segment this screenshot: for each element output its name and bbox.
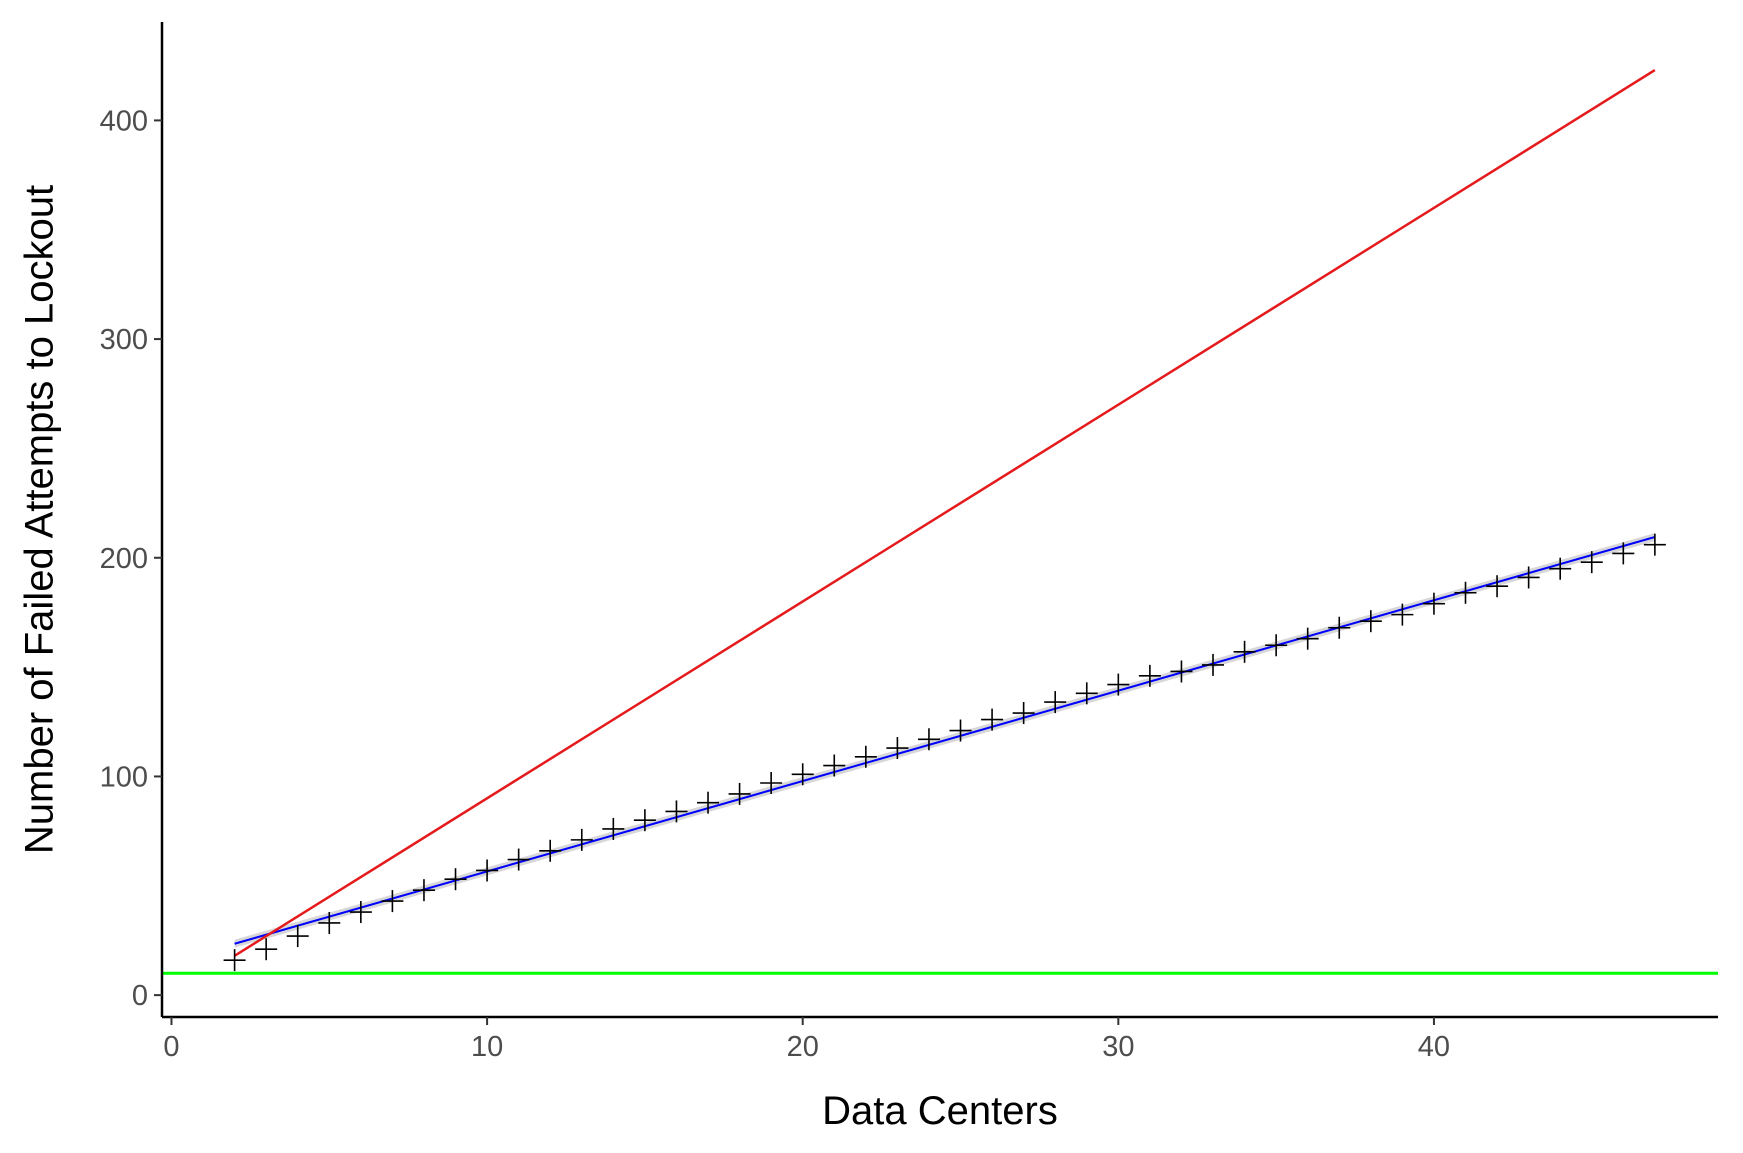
data-point: [223, 949, 246, 972]
x-tick-label: 10: [471, 1031, 503, 1063]
data-point: [665, 800, 688, 823]
data-points: [223, 533, 1666, 972]
data-point: [633, 809, 656, 832]
data-point: [1107, 673, 1130, 696]
data-point: [1202, 653, 1225, 676]
series-lines: [162, 69, 1718, 975]
data-point: [1359, 610, 1382, 633]
data-point: [1044, 691, 1067, 714]
data-point: [1422, 592, 1445, 615]
data-point: [1580, 551, 1603, 574]
x-tick-label: 40: [1418, 1031, 1450, 1063]
data-point: [949, 719, 972, 742]
x-tick-label: 20: [787, 1031, 819, 1063]
data-point: [255, 938, 278, 961]
x-tick-label: 0: [163, 1031, 179, 1063]
data-point: [539, 839, 562, 862]
data-point: [1328, 616, 1351, 639]
y-tick-label: 400: [100, 105, 148, 137]
data-point: [602, 817, 625, 840]
data-point: [1012, 702, 1035, 725]
data-point: [854, 745, 877, 768]
data-point: [1612, 542, 1635, 565]
data-point: [1233, 640, 1256, 663]
data-point: [1486, 575, 1509, 598]
y-axis-title: Number of Failed Attempts to Lockout: [18, 185, 62, 854]
data-point: [1391, 603, 1414, 626]
data-point: [697, 791, 720, 814]
data-point: [1265, 634, 1288, 657]
data-point: [1075, 682, 1098, 705]
data-point: [1296, 627, 1319, 650]
data-point: [791, 763, 814, 786]
data-point: [1454, 581, 1477, 604]
y-tick-label: 300: [100, 324, 148, 356]
data-point: [476, 859, 499, 882]
data-point: [886, 737, 909, 760]
data-point: [381, 890, 404, 913]
data-point: [1170, 660, 1193, 683]
data-point: [444, 868, 467, 891]
data-point: [570, 828, 593, 851]
data-point: [318, 911, 341, 934]
data-point: [286, 925, 309, 948]
y-tick-label: 200: [100, 543, 148, 575]
data-point: [507, 848, 530, 871]
red-line-series: [233, 69, 1656, 957]
fit-line: [234, 536, 1656, 945]
x-axis-title: Data Centers: [822, 1089, 1058, 1133]
data-point: [349, 901, 372, 924]
data-point: [981, 708, 1004, 731]
data-point: [1138, 664, 1161, 687]
data-point: [1517, 566, 1540, 589]
data-point: [728, 782, 751, 805]
data-point: [412, 879, 435, 902]
data-point: [917, 728, 940, 751]
y-tick-label: 0: [132, 980, 148, 1012]
data-point: [1549, 557, 1572, 580]
data-point: [1643, 533, 1666, 556]
y-tick-label: 100: [100, 761, 148, 793]
data-point: [823, 754, 846, 777]
data-point: [760, 772, 783, 795]
x-tick-label: 30: [1102, 1031, 1134, 1063]
